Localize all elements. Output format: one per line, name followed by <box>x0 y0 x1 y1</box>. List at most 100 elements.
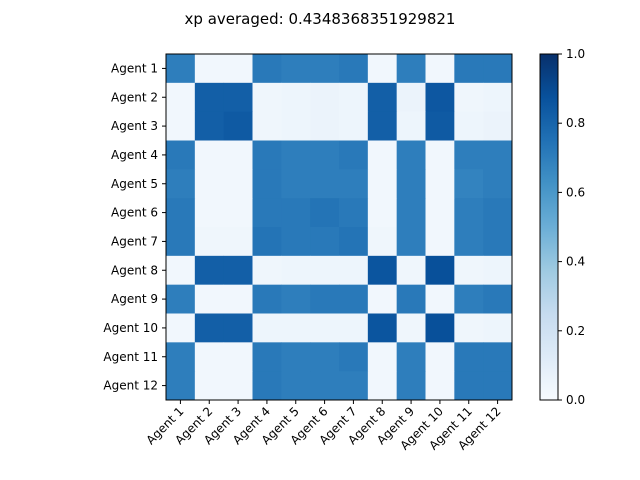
y-tick-label: Agent 4 <box>111 148 158 162</box>
y-tick-label: Agent 2 <box>111 90 158 104</box>
y-axis: Agent 1 Agent 2 Agent 3 Agent 4 Agent 5 Agent… <box>103 61 166 393</box>
plot-frame <box>165 53 513 401</box>
heatmap-cell <box>281 140 311 170</box>
heatmap-cell <box>223 82 253 113</box>
y-tick-label: Agent 3 <box>111 119 158 133</box>
heatmap-cell <box>339 82 369 113</box>
heatmap-cell <box>425 255 455 286</box>
heatmap-cell <box>281 371 311 401</box>
heatmap-cell <box>454 227 484 257</box>
chart-title: xp averaged: 0.4348368351929821 <box>185 10 456 28</box>
heatmap-cell <box>194 111 225 141</box>
heatmap-cell <box>339 227 369 257</box>
heatmap-cell <box>223 342 253 372</box>
heatmap-cell <box>310 313 340 343</box>
heatmap-cell <box>483 255 513 286</box>
heatmap-cell <box>223 140 253 170</box>
heatmap-cell <box>396 198 426 228</box>
heatmap-cell <box>166 140 196 170</box>
heatmap-cell <box>252 284 282 314</box>
heatmap-cell <box>367 82 398 113</box>
heatmap-cell <box>367 342 398 372</box>
heatmap-cell <box>339 255 369 286</box>
heatmap-cell <box>425 169 455 199</box>
heatmap-cell <box>252 140 282 170</box>
heatmap-cell <box>223 313 253 343</box>
heatmap-cell <box>367 111 398 141</box>
heatmap-cell <box>194 342 225 372</box>
heatmap-cell <box>223 255 253 286</box>
colorbar-tick-label: 0.2 <box>566 324 585 338</box>
heatmap-cell <box>252 111 282 141</box>
heatmap-cell <box>310 140 340 170</box>
heatmap-cell <box>454 111 484 141</box>
heatmap-cell <box>281 342 311 372</box>
heatmap-cell <box>166 371 196 401</box>
heatmap-cell <box>310 169 340 199</box>
heatmap-cell <box>166 342 196 372</box>
y-tick-label: Agent 7 <box>111 234 158 248</box>
heatmap-cell <box>339 284 369 314</box>
heatmap-cell <box>454 255 484 286</box>
heatmap-cell <box>483 140 513 170</box>
heatmap-cell <box>166 169 196 199</box>
heatmap-cell <box>396 140 426 170</box>
heatmap-cell <box>194 313 225 343</box>
heatmap-cell <box>310 284 340 314</box>
heatmap-cell <box>396 284 426 314</box>
heatmap-cell <box>194 82 225 113</box>
heatmap-cell <box>339 169 369 199</box>
heatmap-cell <box>339 54 369 84</box>
colorbar-tick-label: 1.0 <box>566 47 585 61</box>
heatmap-cell <box>396 82 426 113</box>
heatmap-cell <box>483 169 513 199</box>
heatmap-cell <box>483 284 513 314</box>
heatmap-cell <box>223 371 253 401</box>
y-tick-label: Agent 8 <box>111 263 158 277</box>
heatmap-cell <box>166 284 196 314</box>
heatmap-cell <box>310 54 340 84</box>
y-tick-label: Agent 6 <box>111 206 158 220</box>
heatmap-cell <box>454 82 484 113</box>
heatmap-cell <box>367 255 398 286</box>
heatmap-cell <box>425 342 455 372</box>
heatmap-cell <box>425 284 455 314</box>
heatmap-cell <box>483 227 513 257</box>
heatmap-cell <box>339 111 369 141</box>
heatmap-cell <box>310 255 340 286</box>
heatmap-cell <box>252 342 282 372</box>
heatmap-cell <box>310 342 340 372</box>
colorbar-tick-label: 0.6 <box>566 185 585 199</box>
heatmap-cell <box>339 140 369 170</box>
heatmap-cell <box>252 169 282 199</box>
heatmap-cell <box>310 371 340 401</box>
heatmap-cell <box>166 255 196 286</box>
heatmap-cell <box>339 371 369 401</box>
heatmap-cell <box>281 169 311 199</box>
heatmap-cell <box>425 313 455 343</box>
heatmap-cell <box>454 169 484 199</box>
heatmap-cell <box>310 82 340 113</box>
heatmap-cell <box>425 140 455 170</box>
heatmap-cell <box>281 227 311 257</box>
heatmap-cell <box>281 198 311 228</box>
heatmap-cell <box>252 227 282 257</box>
y-tick-label: Agent 12 <box>103 379 158 393</box>
heatmap-cell <box>396 169 426 199</box>
y-tick-label: Agent 5 <box>111 177 158 191</box>
heatmap-cell <box>166 82 196 113</box>
heatmap-cell <box>396 227 426 257</box>
heatmap-cell <box>454 198 484 228</box>
heatmap-cell <box>194 54 225 84</box>
heatmap-cell <box>454 313 484 343</box>
heatmap-cell <box>194 227 225 257</box>
heatmap-cell <box>194 169 225 199</box>
heatmap-cell <box>425 54 455 84</box>
heatmap-cell <box>223 54 253 84</box>
y-tick-label: Agent 1 <box>111 61 158 75</box>
heatmap-cell <box>252 54 282 84</box>
heatmap-cell <box>367 371 398 401</box>
heatmap-cell <box>339 313 369 343</box>
